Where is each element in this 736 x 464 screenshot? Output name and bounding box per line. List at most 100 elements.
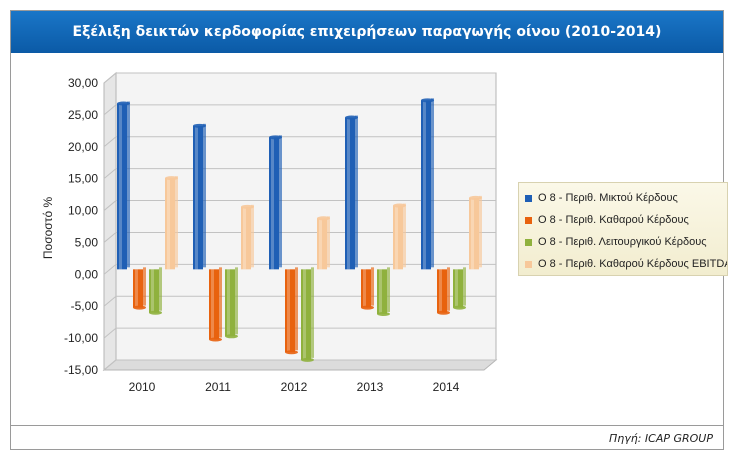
bar <box>285 267 298 355</box>
bar-front <box>285 269 295 353</box>
legend-label: Ο 8 - Περιθ. Καθαρού Κέρδους <box>538 214 689 226</box>
bar-highlight <box>395 205 398 270</box>
bar-side <box>387 267 390 312</box>
y-tick-label: 5,00 <box>75 235 99 249</box>
bar-cap <box>361 305 374 310</box>
y-tick-label: -10,00 <box>64 331 98 345</box>
bar-side <box>279 135 282 268</box>
x-tick-label: 2013 <box>357 380 384 394</box>
bar-front <box>149 269 159 313</box>
bar-cap <box>317 216 330 221</box>
bar <box>193 123 206 270</box>
legend-label: Ο 8 - Περιθ. Μικτού Κέρδους <box>538 192 678 204</box>
gridline <box>103 104 496 116</box>
bar-highlight <box>379 269 382 314</box>
chart-legend: Ο 8 - Περιθ. Μικτού Κέρδους Ο 8 - Περιθ. … <box>518 182 728 276</box>
bar-highlight <box>439 269 442 313</box>
x-tick-label: 2014 <box>433 380 460 394</box>
y-tick-label: 0,00 <box>75 267 99 281</box>
y-tick-label: 15,00 <box>68 172 98 186</box>
bar-cap <box>133 305 146 310</box>
bar <box>225 267 238 339</box>
bar-cap <box>345 115 358 120</box>
bar-side <box>143 267 146 306</box>
bar-highlight <box>455 269 458 308</box>
bar <box>149 267 162 315</box>
bar-side <box>235 267 238 335</box>
x-tick-label: 2012 <box>281 380 308 394</box>
y-tick-label: -5,00 <box>71 299 99 313</box>
bar-front <box>133 269 143 308</box>
gridline <box>103 168 496 180</box>
bar-side <box>371 267 374 306</box>
bar-front <box>437 269 447 313</box>
legend-swatch <box>525 216 532 224</box>
legend-item: Ο 8 - Περιθ. Λειτουργικού Κέρδους <box>525 231 727 253</box>
bar <box>437 267 450 315</box>
bar-cap <box>193 123 206 128</box>
bar-front <box>225 269 235 337</box>
legend-item: Ο 8 - Περιθ. Καθαρού Κέρδους EBITDA <box>525 253 727 275</box>
plot-floor <box>102 359 498 371</box>
bar <box>453 267 466 310</box>
bar-front <box>269 137 279 270</box>
bar <box>469 195 482 270</box>
bar-cap <box>269 135 282 140</box>
bar-side <box>219 267 222 338</box>
y-tick-label: 10,00 <box>68 204 98 218</box>
bar-highlight <box>347 117 350 270</box>
bar-side <box>463 267 466 306</box>
gridline <box>103 231 496 243</box>
bar-front <box>209 269 219 340</box>
y-tick-label: -15,00 <box>64 363 98 377</box>
bar-side <box>251 204 254 268</box>
plot-side-wall <box>103 71 117 372</box>
bar-side <box>295 267 298 351</box>
bar <box>269 135 282 270</box>
y-axis-label: Ποσοστό % <box>41 197 55 260</box>
legend-label: Ο 8 - Περιθ. Λειτουργικού Κέρδους <box>538 236 707 248</box>
bar <box>361 267 374 310</box>
bar-front <box>393 205 403 270</box>
bar <box>317 216 330 270</box>
bar-cap <box>437 310 450 315</box>
bar-side <box>127 101 130 268</box>
bar-highlight <box>363 269 366 308</box>
bar-front <box>165 178 175 270</box>
legend-label: Ο 8 - Περιθ. Καθαρού Κέρδους EBITDA <box>538 258 727 270</box>
x-tick-label: 2010 <box>129 380 156 394</box>
legend-item: Ο 8 - Περιθ. Καθαρού Κέρδους <box>525 209 727 231</box>
gridline <box>103 200 496 211</box>
bar-highlight <box>151 269 154 313</box>
bar-highlight <box>303 269 306 360</box>
bar-side <box>355 115 358 268</box>
bar-highlight <box>119 103 122 270</box>
legend-swatch <box>525 260 532 268</box>
bar-front <box>361 269 371 308</box>
gridline <box>103 263 496 275</box>
bar-cap <box>377 311 390 316</box>
bar-highlight <box>195 125 198 270</box>
bar-cap <box>285 350 298 355</box>
bar-side <box>203 123 206 268</box>
bar-cap <box>301 357 314 362</box>
bar-front <box>377 269 387 314</box>
y-tick-label: 30,00 <box>68 76 98 90</box>
source-text: Πηγή: ICAP GROUP <box>608 432 713 445</box>
bar-highlight <box>287 269 290 353</box>
bar <box>133 267 146 310</box>
bar-front <box>317 218 327 270</box>
bar-front <box>421 100 431 270</box>
bar-cap <box>209 337 222 342</box>
bar-cap <box>117 101 130 106</box>
bar-side <box>479 195 482 268</box>
bar-front <box>453 269 463 308</box>
bar-cap <box>225 334 238 339</box>
chart-title: Εξέλιξη δεικτών κερδοφορίας επιχειρήσεων… <box>72 24 662 40</box>
source-footer: Πηγή: ICAP GROUP <box>11 425 723 449</box>
bar-side <box>159 267 162 311</box>
bar-highlight <box>471 197 474 270</box>
bar <box>165 176 178 270</box>
bar-cap <box>393 203 406 208</box>
